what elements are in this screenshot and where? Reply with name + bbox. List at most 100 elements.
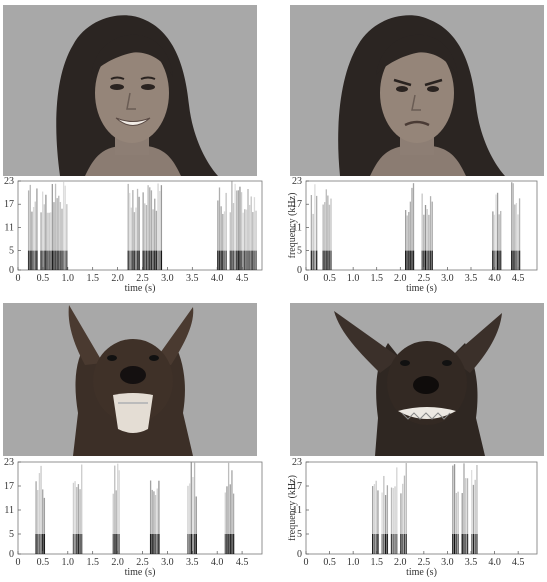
x-tick-label: 3.0	[161, 557, 174, 568]
x-tick-label: 0	[16, 273, 21, 284]
y-tick-label: 17	[292, 199, 302, 210]
spectrogram-woman-angry-plot: 0 5 11 17 23 0 0.5 1.0 1.5 2.0 2.5 3.0 3.5 4.0 4.5 time…	[287, 176, 538, 294]
dog-playful-photo	[3, 303, 257, 456]
y-tick-label: 0	[297, 265, 302, 276]
y-tick-label: 0	[297, 549, 302, 560]
spectrogram-dog-aggressive: 0 5 11 17 23 0 0.5 1.0 1.5 2.0 2.5 3.0 3.5 4.0 4.5 time…	[287, 456, 547, 578]
x-tick-label: 0	[304, 557, 309, 568]
x-tick-label: 2.5	[418, 273, 431, 284]
spectrogram-burst	[400, 463, 407, 554]
x-tick-label: 3.0	[441, 557, 454, 568]
x-tick-label: 0	[16, 557, 21, 568]
x-tick-label: 4.5	[236, 273, 249, 284]
x-tick-label: 1.5	[370, 273, 383, 284]
x-tick-label: 1.5	[86, 557, 99, 568]
y-tick-label: 23	[4, 457, 14, 468]
y-tick-label: 11	[292, 222, 302, 233]
x-axis-label: time (s)	[125, 283, 156, 293]
x-tick-label: 0.5	[323, 557, 336, 568]
x-tick-label: 0.5	[37, 273, 50, 284]
y-tick-label: 17	[4, 199, 14, 210]
spectrogram-burst	[492, 192, 502, 270]
panel-separator-horizontal	[0, 293, 547, 303]
woman-smiling-photo	[3, 5, 257, 176]
y-tick-label: 0	[9, 265, 14, 276]
spectrogram-burst	[224, 462, 235, 554]
x-tick-label: 4.0	[488, 557, 501, 568]
x-tick-label: 1.5	[370, 557, 383, 568]
spectrogram-burst	[461, 463, 469, 554]
panel-woman-happy: 0 5 11 17 23 0 0.5 1.0 1.5 2.0 2.5 3.0 3.5 4.0 4.5 time…	[0, 0, 272, 294]
spectrogram-burst	[112, 463, 120, 554]
x-tick-label: 1.0	[347, 273, 360, 284]
x-tick-label: 4.5	[512, 273, 524, 284]
y-axis-label: frequency (kHz)	[288, 193, 298, 259]
spectrogram-woman-happy: 0 5 11 17 23 0 0.5 1.0 1.5 2.0 2.5 3.0 3.5 4.0 4.5 time…	[0, 176, 272, 294]
spectrogram-burst	[72, 464, 83, 554]
x-tick-label: 3.5	[465, 273, 478, 284]
spectrogram-burst	[229, 181, 257, 270]
x-tick-label: 3.5	[186, 557, 199, 568]
y-tick-label: 11	[292, 505, 302, 516]
dog-playful-illustration	[3, 303, 257, 456]
y-tick-label: 11	[4, 505, 14, 516]
spectrogram-burst	[452, 464, 459, 554]
spectrogram-burst	[390, 467, 398, 554]
x-tick-label: 4.5	[512, 557, 524, 568]
spectrogram-burst	[405, 183, 415, 270]
y-tick-label: 23	[4, 176, 14, 187]
spectrogram-woman-happy-plot: 0 5 11 17 23 0 0.5 1.0 1.5 2.0 2.5 3.0 3.5 4.0 4.5 time…	[4, 176, 263, 294]
x-tick-label: 2.5	[136, 557, 149, 568]
x-tick-label: 4.0	[488, 273, 501, 284]
x-tick-label: 3.5	[186, 273, 199, 284]
spectrogram-burst	[40, 181, 68, 270]
x-tick-label: 0	[304, 273, 309, 284]
woman-angry-photo	[290, 5, 544, 176]
y-tick-label: 11	[4, 222, 14, 233]
spectrogram-burst	[149, 480, 160, 554]
y-tick-label: 5	[297, 529, 302, 540]
x-tick-label: 3.0	[441, 273, 454, 284]
woman-smiling-illustration	[3, 5, 257, 176]
woman-angry-illustration	[290, 5, 544, 176]
x-tick-label: 4.0	[211, 557, 224, 568]
spectrogram-dog-aggressive-plot: 0 5 11 17 23 0 0.5 1.0 1.5 2.0 2.5 3.0 3.5 4.0 4.5 time…	[287, 457, 538, 578]
spectrogram-burst	[421, 193, 433, 270]
spectrogram-burst	[372, 480, 379, 554]
x-axis-label: time (s)	[125, 567, 156, 577]
spectrogram-dog-playful: 0 5 11 17 23 0 0.5 1.0 1.5 2.0 2.5 3.0 3.5 4.0 4.5 time…	[0, 456, 272, 578]
spectrogram-dog-playful-plot: 0 5 11 17 23 0 0.5 1.0 1.5 2.0 2.5 3.0 3.5 4.0 4.5 time…	[4, 457, 263, 578]
x-axis-label: time (s)	[406, 567, 437, 577]
dog-aggressive-illustration	[290, 303, 544, 456]
spectrogram-burst	[187, 462, 197, 554]
x-tick-label: 1.0	[62, 273, 75, 284]
x-tick-label: 2.5	[136, 273, 149, 284]
spectrogram-burst	[310, 184, 318, 270]
x-tick-label: 4.5	[236, 557, 249, 568]
spectrogram-burst	[142, 183, 163, 270]
y-tick-label: 5	[297, 246, 302, 257]
panel-dog-aggressive: 0 5 11 17 23 0 0.5 1.0 1.5 2.0 2.5 3.0 3.5 4.0 4.5 time…	[287, 303, 547, 578]
panel-dog-playful: 0 5 11 17 23 0 0.5 1.0 1.5 2.0 2.5 3.0 3.5 4.0 4.5 time…	[0, 303, 272, 578]
y-axis-label: frequency (kHz)	[288, 475, 298, 541]
spectrogram-frame	[305, 461, 538, 555]
y-tick-label: 5	[9, 246, 14, 257]
spectrogram-burst	[381, 475, 389, 554]
panel-separator-vertical	[272, 0, 288, 577]
x-tick-label: 1.0	[347, 557, 360, 568]
spectrogram-woman-angry: 0 5 11 17 23 0 0.5 1.0 1.5 2.0 2.5 3.0 3.5 4.0 4.5 time…	[287, 176, 547, 294]
y-tick-label: 23	[292, 176, 302, 187]
x-tick-label: 2.0	[394, 557, 407, 568]
x-tick-label: 1.0	[62, 557, 75, 568]
x-axis-label: time (s)	[406, 283, 437, 293]
x-tick-label: 0.5	[323, 273, 336, 284]
x-tick-label: 3.0	[161, 273, 174, 284]
spectrogram-burst	[127, 183, 140, 270]
spectrogram-burst	[471, 464, 478, 554]
y-tick-label: 5	[9, 529, 14, 540]
x-tick-label: 1.5	[86, 273, 99, 284]
y-tick-label: 0	[9, 549, 14, 560]
panel-woman-angry: 0 5 11 17 23 0 0.5 1.0 1.5 2.0 2.5 3.0 3.5 4.0 4.5 time…	[287, 0, 547, 294]
x-tick-label: 2.0	[394, 273, 407, 284]
x-tick-label: 2.0	[111, 557, 124, 568]
